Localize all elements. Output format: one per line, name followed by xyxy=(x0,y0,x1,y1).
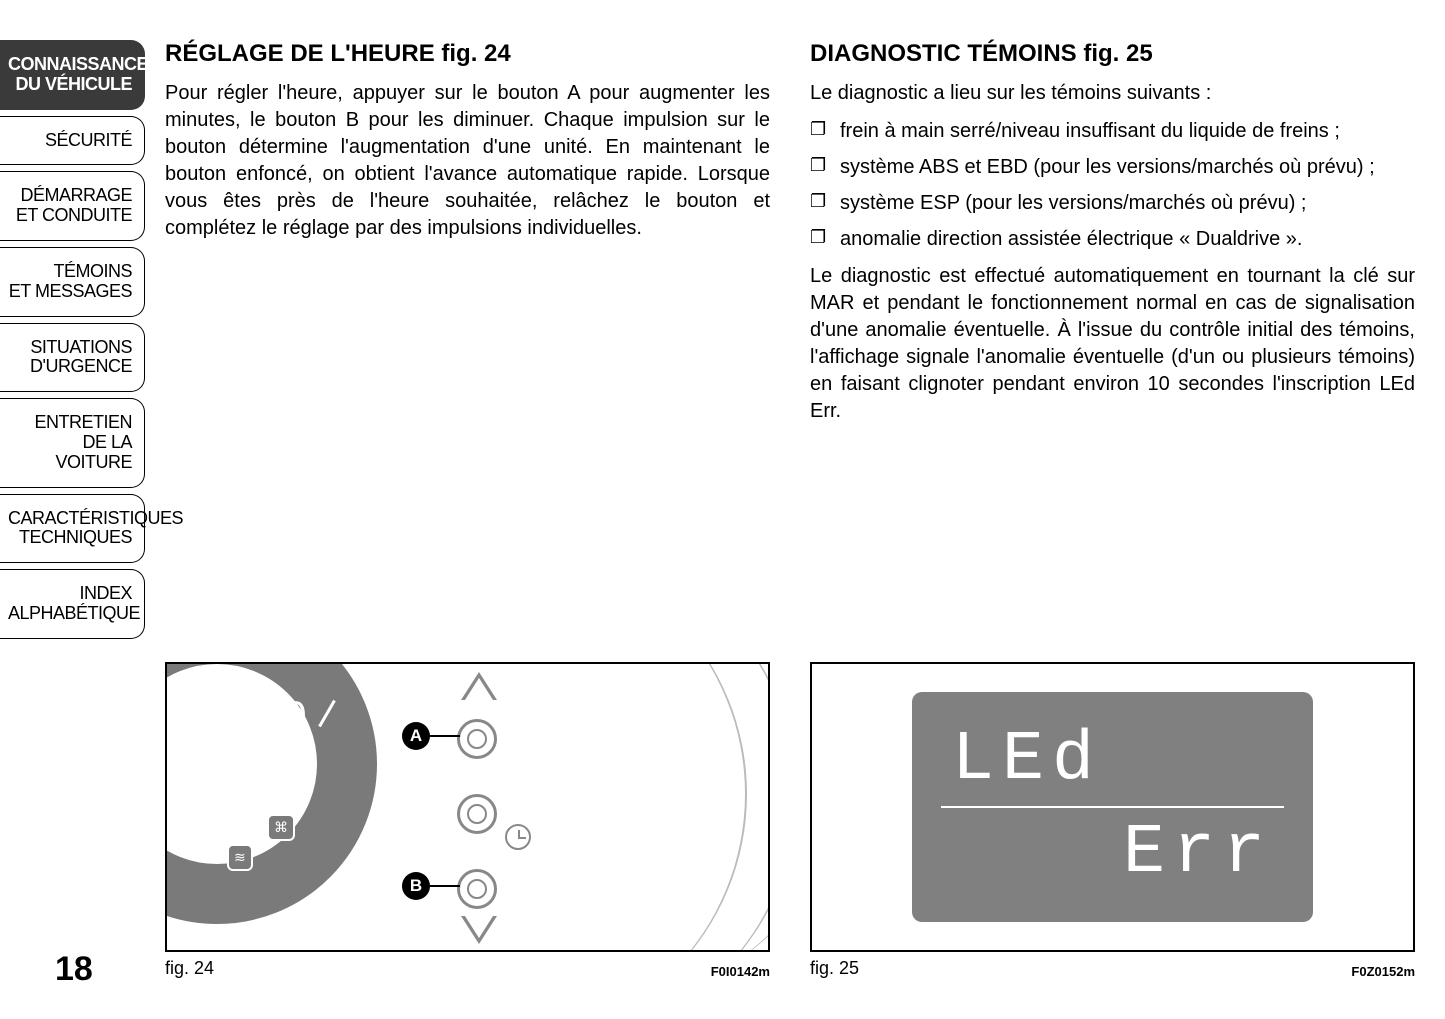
tab-index[interactable]: INDEX ALPHABÉTIQUE xyxy=(0,569,145,639)
tab-label: D'URGENCE xyxy=(8,357,132,377)
figure-25: LEd Err fig. 25 F0Z0152m xyxy=(810,662,1415,979)
figure-caption: fig. 25 xyxy=(810,958,859,979)
glowplug-icon: ꚙ xyxy=(207,744,229,770)
tab-label: ALPHABÉTIQUE xyxy=(8,604,132,624)
figure-caption: fig. 24 xyxy=(165,958,214,979)
lcd-screen: LEd Err xyxy=(912,692,1313,922)
triangle-up-icon xyxy=(465,678,493,700)
clock-icon xyxy=(505,824,531,850)
tab-securite[interactable]: SÉCURITÉ xyxy=(0,116,145,166)
tab-label: ENTRETIEN xyxy=(8,413,132,433)
tab-label: DU VÉHICULE xyxy=(8,75,132,95)
caption-row: fig. 24 F0I0142m xyxy=(165,958,770,979)
callout-lead xyxy=(430,735,460,737)
paragraph-diagnostic: Le diagnostic est effectué automatiqueme… xyxy=(810,263,1415,425)
list-item: système ABS et EBD (pour les versions/ma… xyxy=(810,153,1415,181)
figure-25-frame: LEd Err xyxy=(810,662,1415,952)
figure-24-frame: 70 ꚙ ⊟ ☺ ⌘ ≋ A B xyxy=(165,662,770,952)
airbag-icon: ☺ xyxy=(217,794,237,817)
tab-label: INDEX xyxy=(8,584,132,604)
tab-label: DE LA VOITURE xyxy=(8,433,132,473)
heading-diagnostic: DIAGNOSTIC TÉMOINS fig. 25 xyxy=(810,40,1415,68)
heading-reglage: RÉGLAGE DE L'HEURE fig. 24 xyxy=(165,40,770,68)
button-a[interactable] xyxy=(457,719,497,759)
left-column: RÉGLAGE DE L'HEURE fig. 24 Pour régler l… xyxy=(165,40,770,425)
diagnostic-list: frein à main serré/niveau insuffisant du… xyxy=(810,117,1415,253)
list-item: système ESP (pour les versions/marchés o… xyxy=(810,189,1415,217)
button-mid[interactable] xyxy=(457,794,497,834)
figure-code: F0Z0152m xyxy=(1351,964,1415,979)
lcd-line2: Err xyxy=(1123,814,1293,893)
tab-caracteristiques[interactable]: CARACTÉRISTIQUES TECHNIQUES xyxy=(0,494,145,564)
callout-a: A xyxy=(402,722,430,750)
caption-row: fig. 25 F0Z0152m xyxy=(810,958,1415,979)
tab-label: TÉMOINS xyxy=(8,262,132,282)
list-item: frein à main serré/niveau insuffisant du… xyxy=(810,117,1415,145)
tab-label: ET MESSAGES xyxy=(8,282,132,302)
defrost-icon: ≋ xyxy=(227,844,253,871)
tab-label: DÉMARRAGE xyxy=(8,186,132,206)
tab-entretien[interactable]: ENTRETIEN DE LA VOITURE xyxy=(0,398,145,487)
tab-label: ET CONDUITE xyxy=(8,206,132,226)
lcd-divider xyxy=(941,806,1284,808)
tab-label: SÉCURITÉ xyxy=(8,131,132,151)
tab-demarrage[interactable]: DÉMARRAGE ET CONDUITE xyxy=(0,171,145,241)
button-b[interactable] xyxy=(457,869,497,909)
tab-label: CARACTÉRISTIQUES xyxy=(8,509,132,529)
sidebar-tabs: CONNAISSANCE DU VÉHICULE SÉCURITÉ DÉMARR… xyxy=(0,40,145,645)
right-column: DIAGNOSTIC TÉMOINS fig. 25 Le diagnostic… xyxy=(810,40,1415,425)
callout-b: B xyxy=(402,872,430,900)
figure-row: 70 ꚙ ⊟ ☺ ⌘ ≋ A B fig. 24 F0I0142m xyxy=(165,662,1415,979)
callout-lead xyxy=(430,885,460,887)
panel-curve xyxy=(347,662,770,952)
tab-connaissance[interactable]: CONNAISSANCE DU VÉHICULE xyxy=(0,40,145,110)
content-columns: RÉGLAGE DE L'HEURE fig. 24 Pour régler l… xyxy=(165,40,1415,425)
tab-temoins[interactable]: TÉMOINS ET MESSAGES xyxy=(0,247,145,317)
page-number: 18 xyxy=(55,950,93,989)
tab-label: TECHNIQUES xyxy=(8,528,132,548)
intro-diagnostic: Le diagnostic a lieu sur les témoins sui… xyxy=(810,80,1415,107)
tab-label: SITUATIONS xyxy=(8,338,132,358)
tab-label: CONNAISSANCE xyxy=(8,55,132,75)
lcd-line1: LEd xyxy=(932,721,1102,800)
tab-urgence[interactable]: SITUATIONS D'URGENCE xyxy=(0,323,145,393)
triangle-down-icon xyxy=(465,916,493,938)
figure-code: F0I0142m xyxy=(711,964,770,979)
list-item: anomalie direction assistée électrique «… xyxy=(810,225,1415,253)
paragraph-reglage: Pour régler l'heure, appuyer sur le bout… xyxy=(165,80,770,242)
figure-24: 70 ꚙ ⊟ ☺ ⌘ ≋ A B fig. 24 F0I0142m xyxy=(165,662,770,979)
